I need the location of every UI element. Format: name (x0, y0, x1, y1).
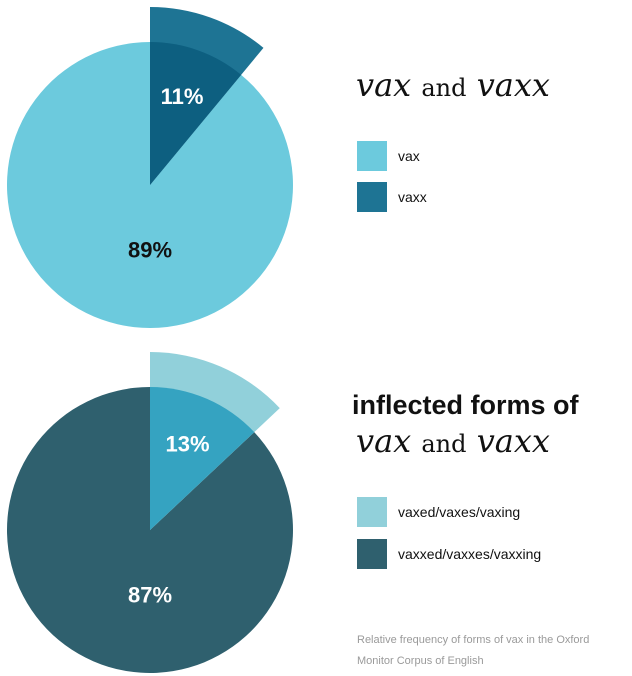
title2-word-vax: vax (356, 422, 412, 460)
pie2-slice-vaxxed (6, 387, 293, 673)
title-word-vaxx: vaxx (476, 66, 550, 104)
title-word-and: and (421, 74, 467, 102)
pie2-label-vaxxed: 87% (128, 582, 172, 607)
legend-label-vaxx: vaxx (398, 189, 427, 205)
chart-title-inflected-line2: vax and vaxx (356, 422, 550, 460)
pie1-slice-overlap (150, 42, 242, 185)
legend-swatch-vaxxed (357, 539, 387, 569)
pie2-slice-overlap (150, 387, 255, 530)
chart-caption: Relative frequency of forms of vax in th… (357, 634, 590, 667)
legend-swatch-vaxed (357, 497, 387, 527)
pie2-label-vaxed: 13% (165, 431, 209, 456)
pie1-label-vaxx: 11% (161, 84, 204, 109)
legend-label-vaxxed: vaxxed/vaxxes/vaxxing (398, 546, 542, 562)
legend-swatch-vaxx (357, 182, 387, 212)
pie-chart-vax-vaxx: 11% 89% (6, 7, 293, 328)
chart-title-vax-vaxx: vax and vaxx (356, 66, 550, 104)
title2-word-vaxx: vaxx (476, 422, 550, 460)
title-word-vax: vax (356, 66, 412, 104)
legend-swatch-vax (357, 141, 387, 171)
title2-word-and: and (421, 430, 467, 458)
legend-label-vaxed: vaxed/vaxes/vaxing (398, 504, 521, 520)
chart-title-inflected-line1: inflected forms of (352, 390, 579, 420)
legend-label-vax: vax (398, 148, 420, 164)
pie1-slice-vax (6, 42, 293, 328)
pie1-label-vax: 89% (128, 237, 172, 262)
pie-chart-inflected-forms: 13% 87% (6, 352, 293, 673)
